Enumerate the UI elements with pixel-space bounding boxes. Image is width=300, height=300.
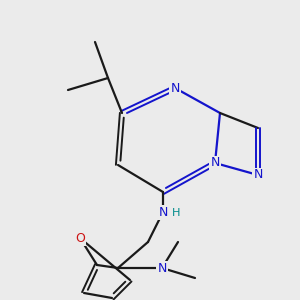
Text: N: N	[170, 82, 180, 94]
Text: N: N	[158, 206, 168, 218]
Text: N: N	[157, 262, 167, 275]
Text: N: N	[210, 157, 220, 169]
Text: N: N	[253, 169, 263, 182]
Text: H: H	[171, 208, 180, 218]
Text: O: O	[75, 232, 85, 244]
